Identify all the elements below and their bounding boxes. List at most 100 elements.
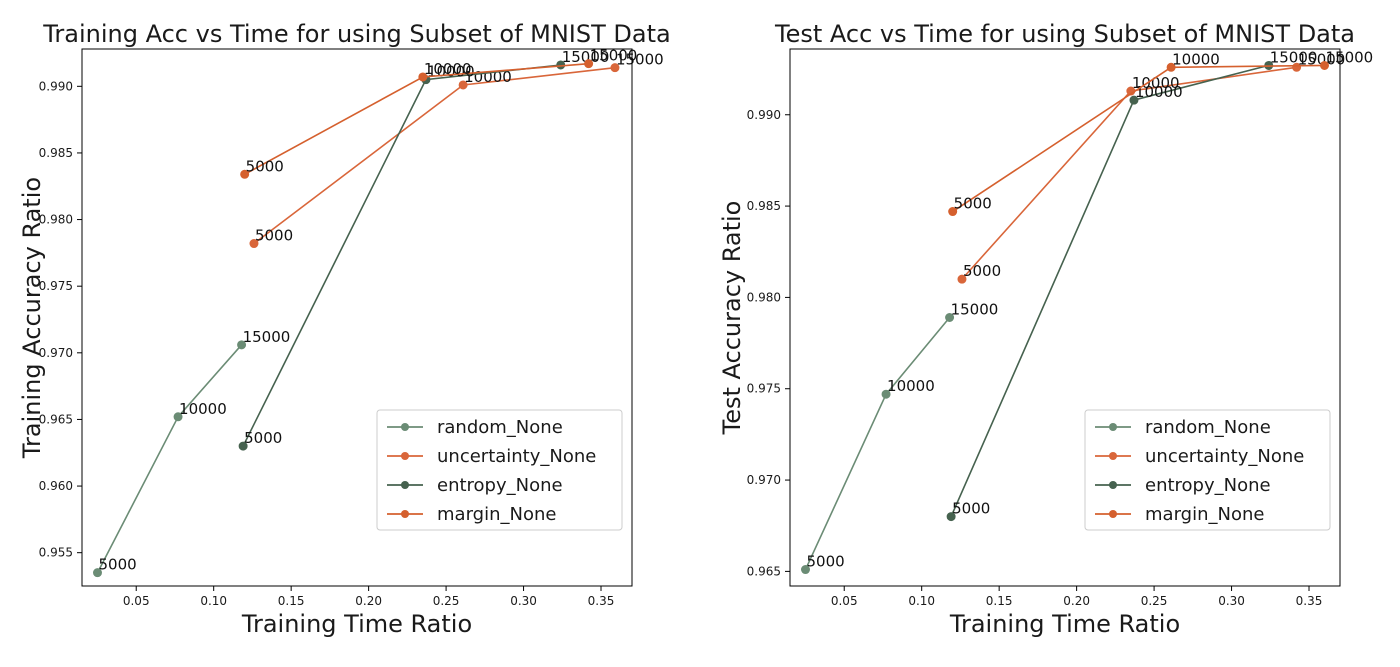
y-tick-label: 0.985 [747,199,781,213]
chart-1: Training Acc vs Time for using Subset of… [18,20,671,638]
data-point [458,80,468,90]
series-line [96,344,243,574]
y-tick-label: 0.975 [39,279,73,293]
plot-frame [789,48,1341,587]
chart-title: Test Acc vs Time for using Subset of MNI… [774,20,1355,48]
y-tick-label: 0.980 [39,213,73,227]
series-uncertainty_None: 5000 10000 15000 [957,50,1345,284]
y-tick-label: 0.970 [747,473,781,487]
series-random_None: 5000 10000 15000 [92,328,291,578]
data-point [881,389,891,399]
x-tick-label: 0.30 [1218,594,1245,608]
data-label: 5000 [246,157,284,175]
data-label: 10000 [179,400,227,418]
y-tick-label: 0.975 [747,382,781,396]
data-point [249,239,259,249]
data-label: 10000 [1132,74,1180,92]
data-label: 15000 [243,328,291,346]
data-point [957,274,967,284]
y-tick-label: 0.965 [747,564,781,578]
legend-box [376,409,623,531]
legend-box [1084,409,1331,531]
y-axis-label: Training Accuracy Ratio [18,177,46,459]
data-label: 5000 [954,195,992,213]
data-point [173,412,183,422]
y-tick-label: 0.955 [39,546,73,560]
data-label: 5000 [98,556,136,574]
data-point [610,63,620,73]
series-entropy_None: 5000 10000 15000 [238,48,610,451]
data-label: 15000 [616,51,664,69]
y-tick-label: 0.965 [39,412,73,426]
data-label: 10000 [887,377,935,395]
legend-marker [1109,481,1117,489]
data-label: 15000 [951,301,999,319]
x-tick-label: 0.15 [986,594,1013,608]
plot-frame [81,48,633,587]
data-point [946,512,956,522]
legend-label: margin_None [437,504,556,525]
legend: random_None uncertainty_None entropy_Nonem… [376,409,623,531]
x-axis-label: Training Time Ratio [241,610,472,638]
data-label: 5000 [952,500,990,518]
legend-marker [1109,423,1117,431]
legend-label: entropy_None [437,475,563,496]
x-tick-label: 0.05 [831,594,858,608]
y-axis-label: Test Accuracy Ratio [718,201,746,436]
data-point [92,568,102,578]
legend-label: uncertainty_None [437,446,596,467]
legend-label: entropy_None [1145,475,1271,496]
x-axis-label: Training Time Ratio [949,610,1180,638]
y-tick-label: 0.990 [39,79,73,93]
series-uncertainty_None: 5000 10000 15000 [249,51,664,249]
legend-label: random_None [1145,417,1271,438]
x-tick-label: 0.05 [123,594,150,608]
x-tick-label: 0.10 [200,594,227,608]
series-line [253,66,616,245]
data-point [238,441,248,451]
x-tick-label: 0.35 [588,594,615,608]
x-tick-label: 0.30 [510,594,537,608]
x-tick-label: 0.25 [433,594,460,608]
legend-label: margin_None [1145,504,1264,525]
data-label: 10000 [424,60,472,78]
x-tick-label: 0.35 [1296,594,1323,608]
legend-marker [1109,510,1117,518]
data-point [945,313,955,322]
data-point [1320,60,1330,70]
data-point [237,340,247,350]
data-point [800,565,810,575]
legend-marker [401,423,409,431]
legend: random_None uncertainty_None entropy_Nonem… [1084,409,1331,531]
x-tick-label: 0.15 [278,594,305,608]
x-tick-label: 0.10 [908,594,935,608]
legend-marker [401,452,409,460]
data-point [584,59,594,69]
data-point [418,72,428,82]
chart-title: Training Acc vs Time for using Subset of… [42,20,670,48]
legend-label: uncertainty_None [1145,446,1304,467]
data-point [948,207,958,217]
y-tick-label: 0.985 [39,146,73,160]
x-tick-label: 0.20 [355,594,382,608]
data-label: 15000 [1270,48,1318,66]
series-margin_None: 5000 10000 15000 [948,48,1374,217]
data-point [1129,95,1139,105]
data-label: 5000 [806,553,844,571]
legend-marker [1109,452,1117,460]
y-tick-label: 0.960 [39,479,73,493]
y-tick-label: 0.970 [39,346,73,360]
legend-marker [401,510,409,518]
series-line [804,316,951,570]
x-tick-label: 0.20 [1063,594,1090,608]
data-label: 10000 [1135,83,1183,101]
legend-marker [401,481,409,489]
data-label: 15000 [1326,48,1374,66]
data-label: 5000 [255,227,293,245]
y-tick-label: 0.990 [747,108,781,122]
series-line [242,64,561,447]
data-label: 5000 [244,429,282,447]
data-label: 15000 [562,48,610,66]
series-random_None: 5000 10000 15000 [800,301,999,575]
